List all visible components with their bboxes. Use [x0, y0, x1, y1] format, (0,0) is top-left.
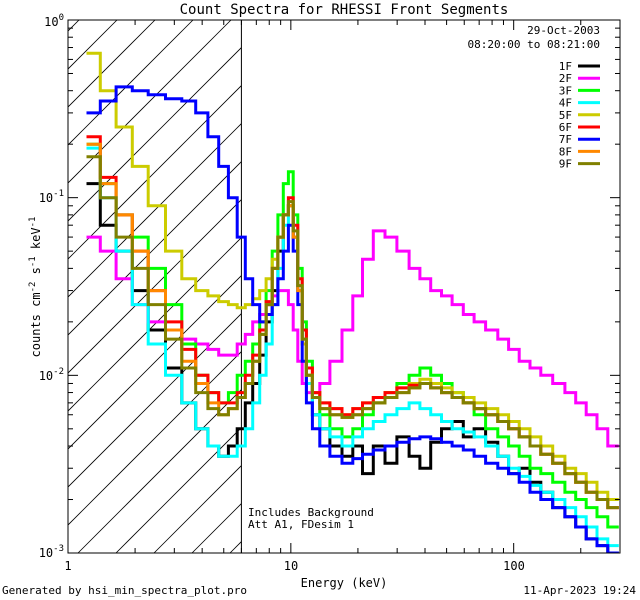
- x-axis-label: Energy (keV): [301, 576, 388, 590]
- hatch-line: [306, 20, 640, 553]
- legend-label-9f: 9F: [559, 158, 572, 171]
- axis-ticks: [67, 19, 621, 554]
- hatch-line: [68, 351, 242, 526]
- footer-generated-by: Generated by hsi_min_spectra_plot.pro: [2, 584, 247, 597]
- hatch-line: [68, 85, 242, 260]
- footer-timestamp: 11-Apr-2023 19:24: [523, 584, 636, 597]
- series-line-2f: [86, 229, 619, 448]
- legend-label-7f: 7F: [559, 133, 572, 146]
- y-tick-label-1e-3: 10-3: [39, 544, 64, 560]
- legend-label-5f: 5F: [559, 109, 572, 122]
- annotation-attenuator: Att A1, FDesim 1: [248, 518, 354, 531]
- hatch-line: [68, 313, 242, 488]
- chart-title: Count Spectra for RHESSI Front Segments: [180, 2, 509, 18]
- hatch-line: [68, 161, 242, 336]
- y-tick-label-1e-2: 10-2: [39, 367, 64, 383]
- y-tick-label-1e-1: 10-1: [39, 189, 64, 205]
- hatch-line: [68, 47, 242, 222]
- annotation-background: Includes Background: [248, 506, 374, 519]
- legend-label-8f: 8F: [559, 145, 572, 158]
- y-axis-label: counts cm-2 s-1 keV-1: [28, 217, 43, 358]
- legend-label-6f: 6F: [559, 121, 572, 134]
- legend-label-3f: 3F: [559, 84, 572, 97]
- hatched-background-region: [68, 20, 640, 553]
- plot-frame: [67, 19, 621, 554]
- legend-label-4f: 4F: [559, 97, 572, 110]
- hatch-line: [68, 237, 242, 412]
- hatch-line: [115, 427, 242, 553]
- legend-label-2f: 2F: [559, 72, 572, 85]
- observation-time-range: 08:20:00 to 08:21:00: [468, 38, 600, 51]
- hatch-line: [68, 199, 242, 374]
- series-line-9f: [86, 155, 619, 510]
- hatch-line: [68, 275, 242, 450]
- hatch-line: [68, 20, 80, 32]
- hatch-line: [68, 123, 242, 298]
- hatch-line: [68, 20, 232, 184]
- observation-date: 29-Oct-2003: [527, 24, 600, 37]
- x-tick-label-1: 1: [64, 559, 71, 573]
- hatch-line: [77, 389, 242, 553]
- x-tick-label-10: 10: [284, 559, 298, 573]
- hatch-line: [68, 20, 194, 146]
- x-tick-label-100: 100: [503, 559, 525, 573]
- y-tick-label-1e0: 100: [44, 13, 64, 29]
- spectra-series-group: [86, 51, 619, 553]
- series-line-7f: [86, 85, 619, 553]
- legend-label-1f: 1F: [559, 60, 572, 73]
